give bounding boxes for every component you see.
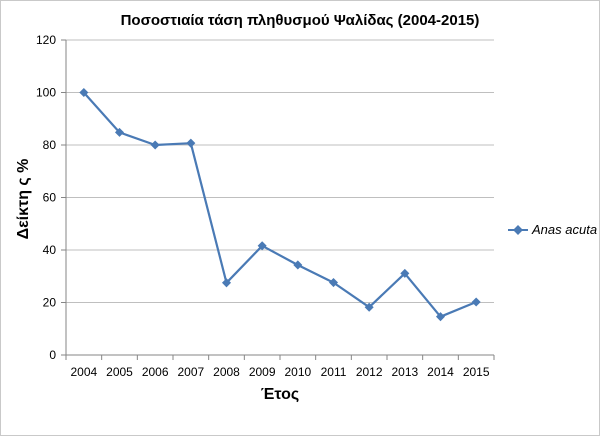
y-tick-label: 120 (36, 33, 56, 47)
data-point (471, 297, 481, 307)
y-tick-label: 60 (43, 191, 57, 205)
x-tick-label: 2010 (284, 365, 311, 379)
y-tick-label: 0 (49, 348, 56, 362)
x-tick-label: 2004 (70, 365, 97, 379)
axes (61, 39, 495, 360)
x-tick-labels: 2004 2005 2006 2007 2008 2009 2010 2011 2012 2013… (70, 365, 489, 379)
x-tick-label: 2008 (213, 365, 240, 379)
y-tick-label: 80 (43, 138, 57, 152)
x-axis-title: Έτος (261, 386, 299, 403)
x-tick-label: 2011 (321, 365, 347, 379)
legend-label: Anas acuta (531, 222, 597, 237)
y-tick-labels: 0 20 40 60 80 100 120 (36, 33, 56, 362)
data-point (79, 87, 89, 98)
legend: Anas acuta (508, 222, 597, 237)
gridlines (66, 39, 494, 303)
series (79, 87, 481, 322)
y-tick-label: 20 (43, 296, 57, 310)
chart-title: Ποσοστιαία τάση πληθυσμού Ψαλίδας (2004-… (121, 12, 480, 29)
x-tick-label: 2006 (142, 365, 169, 379)
data-point (221, 278, 232, 288)
data-point (293, 260, 303, 270)
y-axis-title: Δείκτη ς % (15, 159, 32, 240)
y-tick-label: 40 (43, 243, 57, 257)
legend-swatch-marker (513, 225, 523, 235)
x-tick-label: 2005 (106, 365, 133, 379)
x-tick-label: 2009 (249, 365, 276, 379)
x-tick-label: 2007 (177, 365, 204, 379)
x-tick-label: 2015 (463, 365, 490, 379)
data-point (150, 140, 160, 150)
data-point (114, 127, 125, 137)
x-tick-label: 2013 (391, 365, 418, 379)
y-tick-label: 100 (36, 86, 56, 100)
x-tick-label: 2014 (427, 365, 454, 379)
data-point (186, 138, 196, 148)
data-point (257, 241, 267, 251)
x-tick-label: 2012 (356, 365, 383, 379)
series-line (82, 91, 477, 318)
